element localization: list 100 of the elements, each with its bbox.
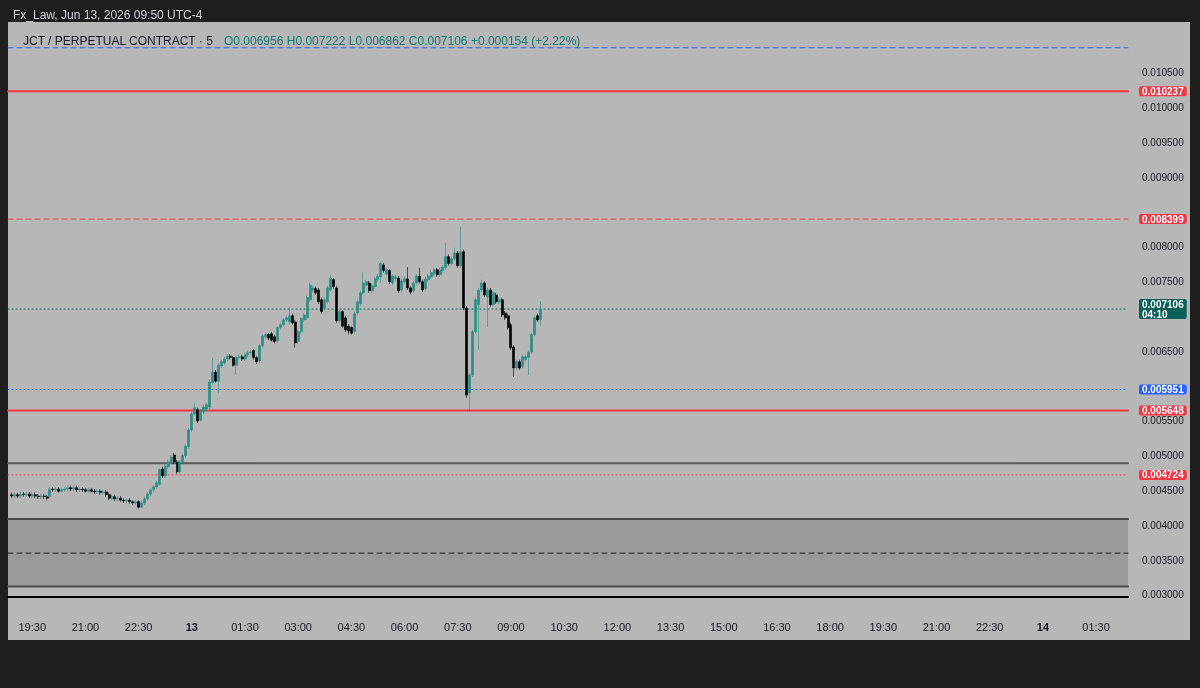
candlestick (122, 497, 125, 504)
candlestick (140, 500, 143, 509)
x-tick-label: 03:00 (284, 620, 312, 633)
candlestick (288, 306, 291, 325)
x-tick-label: 21:00 (922, 620, 951, 633)
candlestick (518, 359, 521, 371)
candlestick (75, 485, 78, 493)
candlestick (19, 491, 22, 499)
candlestick (539, 300, 542, 327)
annotation: Fx_Law, Jun 13, 2026 09:50 UTC-4 (13, 8, 203, 22)
candlestick (66, 485, 69, 492)
x-tick-label: 01:30 (231, 620, 259, 633)
ref-line-label: 0.010237 (1142, 85, 1185, 97)
candlestick (385, 267, 388, 277)
candlestick (131, 499, 134, 506)
candlestick (99, 488, 102, 495)
x-tick-label: 13:30 (656, 620, 685, 633)
x-tick-label: 22:30 (975, 620, 1004, 633)
candlestick (382, 262, 385, 273)
candlestick (164, 463, 167, 479)
y-tick-label: 0.005500 (1142, 415, 1185, 427)
x-tick-label: 06:00 (390, 620, 419, 633)
candlestick (214, 369, 217, 383)
candlestick (270, 331, 273, 342)
x-tick-label: 15:00 (709, 620, 738, 633)
candlestick (31, 492, 34, 499)
candlestick (252, 348, 255, 360)
candlestick (60, 487, 63, 493)
candlestick (16, 492, 19, 499)
candlestick (43, 493, 46, 500)
candlestick (350, 325, 353, 335)
x-tick-label: 22:30 (124, 620, 153, 633)
text: JCT / PERPETUAL CONTRACT · 5 (23, 34, 214, 48)
candlestick (87, 487, 90, 493)
candlestick (102, 489, 105, 495)
x-tick-label: 18:00 (816, 620, 844, 633)
candlestick (394, 274, 397, 282)
candlestick (57, 486, 60, 493)
candlestick (453, 247, 456, 262)
candlestick (105, 489, 108, 498)
candlestick (22, 491, 25, 498)
y-tick-label: 0.007500 (1142, 276, 1185, 288)
candlestick (81, 486, 84, 493)
candlestick (406, 266, 409, 291)
candlestick (433, 267, 436, 277)
candlestick (63, 486, 66, 493)
candlestick (515, 359, 518, 371)
candlestick (495, 292, 498, 305)
candlestick (10, 492, 13, 499)
candlestick (536, 313, 539, 323)
candlestick (143, 496, 146, 506)
candlestick (51, 486, 54, 493)
candlestick (459, 226, 462, 269)
x-tick-label: 13 (185, 620, 198, 633)
candlestick (391, 273, 394, 286)
candlestick (498, 297, 501, 305)
x-tick-label: 09:00 (497, 620, 525, 633)
candlestick (430, 270, 433, 280)
y-tick-label: 0.003000 (1142, 589, 1185, 601)
x-tick-label: 01:30 (1082, 620, 1110, 633)
candlestick (25, 491, 28, 498)
candlestick (84, 487, 87, 493)
candlestick (521, 354, 524, 369)
candlestick (338, 309, 341, 324)
x-tick-label: 19:30 (18, 620, 46, 633)
candlestick (456, 250, 459, 269)
candlestick (13, 492, 16, 499)
y-tick-label: 0.009500 (1142, 136, 1185, 148)
candlestick (54, 486, 57, 493)
ref-line-label: 0.008399 (1142, 213, 1185, 225)
candlestick (232, 355, 235, 367)
x-tick-label: 04:30 (337, 620, 366, 633)
candlestick (40, 493, 43, 500)
candlestick (249, 349, 252, 356)
x-tick-label: 12:00 (603, 620, 632, 633)
candlestick (282, 317, 285, 328)
y-tick-label: 0.004000 (1142, 519, 1185, 531)
candlestick (149, 487, 152, 497)
y-tick-label: 0.009000 (1142, 171, 1185, 183)
y-tick-label: 0.003500 (1142, 554, 1185, 566)
candlestick (501, 297, 504, 318)
ref-line-label: 0.005951 (1142, 383, 1185, 395)
candlestick (170, 454, 173, 465)
candlestick (119, 495, 122, 502)
candlestick (424, 276, 427, 291)
candlestick (436, 267, 439, 278)
candlestick (69, 485, 72, 492)
candlestick (486, 287, 489, 328)
candlestick (137, 499, 140, 509)
candlestick (28, 491, 31, 499)
candlestick (116, 495, 119, 502)
candlestick (273, 334, 276, 344)
candlestick (72, 485, 75, 492)
candlestick (125, 497, 128, 504)
candlestick (483, 280, 486, 298)
x-tick-label: 07:30 (444, 620, 472, 633)
candlestick (235, 355, 238, 376)
y-tick-label: 0.005000 (1142, 450, 1185, 462)
candlestick (128, 497, 131, 505)
candlestick (267, 332, 270, 341)
